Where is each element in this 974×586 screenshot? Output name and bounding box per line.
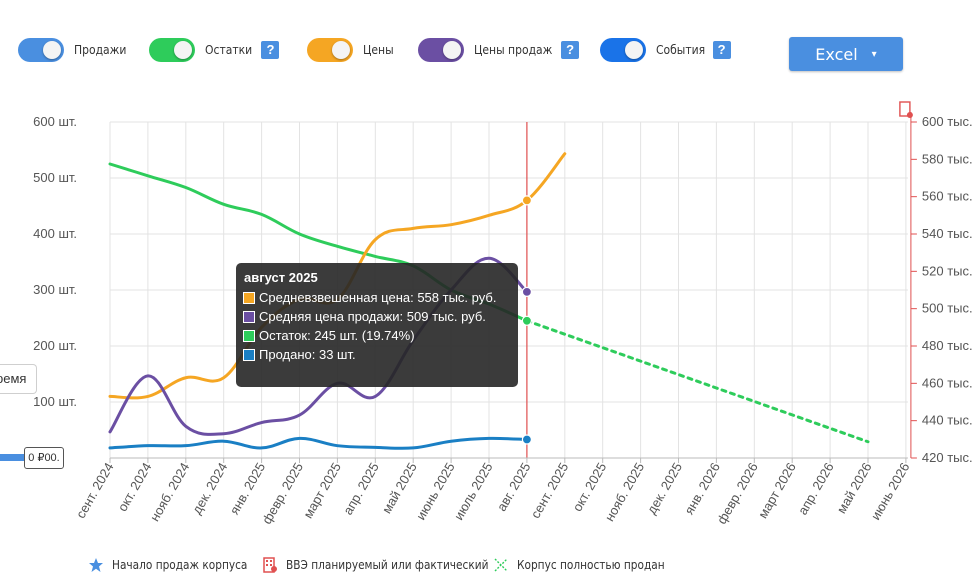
x-tick-label: сент. 2024 bbox=[73, 460, 117, 521]
toggle-sale-prices[interactable]: Цены продаж ? bbox=[418, 36, 580, 64]
toggle-sale-prices-switch[interactable] bbox=[418, 38, 464, 62]
legend-label: ВВЭ планируемый или фактический bbox=[286, 558, 489, 572]
legend-sales-start: Начало продаж корпуса bbox=[88, 555, 266, 575]
tooltip bbox=[236, 263, 518, 387]
right-tick-label: 540 тыс. р bbox=[922, 226, 974, 241]
building-icon-dot bbox=[906, 112, 913, 118]
left-tick-label: 500 шт. bbox=[33, 170, 77, 185]
tooltip-swatch bbox=[243, 291, 255, 304]
right-tick-label: 560 тыс. р bbox=[922, 189, 974, 204]
left-tick-label: 100 шт. bbox=[33, 394, 77, 409]
time-control[interactable]: ремя bbox=[0, 364, 37, 394]
series-line-sales bbox=[108, 436, 529, 450]
help-icon[interactable]: ? bbox=[261, 41, 280, 59]
tooltip-row-text: Продано: 33 шт. bbox=[259, 347, 356, 362]
toggle-sale-prices-label: Цены продаж bbox=[474, 43, 553, 57]
tooltip-row-text: Средняя цена продажи: 509 тыс. руб. bbox=[259, 309, 486, 324]
help-icon[interactable]: ? bbox=[712, 41, 731, 59]
x-tick-label: март 2026 bbox=[755, 460, 799, 521]
toggle-events-switch[interactable] bbox=[600, 38, 646, 62]
markers-layer bbox=[521, 195, 533, 445]
tooltip-row-text: Остаток: 245 шт. (19.74%) bbox=[259, 328, 415, 343]
excel-label: Excel bbox=[815, 44, 858, 64]
tooltip-title: август 2025 bbox=[244, 270, 318, 285]
toggle-sales-switch[interactable] bbox=[18, 38, 64, 62]
x-tick-label: янв. 2026 bbox=[681, 460, 723, 517]
x-tick-label: дек. 2024 bbox=[189, 460, 230, 517]
excel-export-button[interactable]: Excel ▾ bbox=[789, 37, 903, 71]
crossed-arrow-icon bbox=[494, 558, 508, 572]
left-tick-label: 600 шт. bbox=[33, 114, 77, 129]
caret-down-icon: ▾ bbox=[871, 48, 877, 60]
x-tick-label: июль 2025 bbox=[451, 460, 496, 523]
right-tick-label: 440 тыс. р bbox=[922, 413, 974, 428]
toggle-prices[interactable]: Цены bbox=[307, 36, 397, 64]
toggle-prices-label: Цены bbox=[363, 43, 394, 57]
x-tick-label: апр. 2025 bbox=[340, 460, 382, 517]
toggle-prices-switch[interactable] bbox=[307, 38, 353, 62]
right-tick-label: 520 тыс. р bbox=[922, 263, 974, 278]
x-tick-label: нояб. 2025 bbox=[602, 460, 648, 524]
tooltip-row-sold: Продано: 33 шт. bbox=[243, 347, 356, 362]
toggle-events-label: События bbox=[656, 43, 706, 57]
data-point-sales bbox=[521, 434, 533, 445]
tooltip-row-avg-price: Средневзвешенная цена: 558 тыс. руб. bbox=[243, 290, 496, 305]
left-tick-label: 400 шт. bbox=[33, 226, 77, 241]
tooltip-swatch bbox=[243, 329, 255, 342]
x-tick-label: окт. 2025 bbox=[569, 460, 609, 514]
slider-track[interactable] bbox=[0, 454, 30, 461]
x-tick-label: май 2026 bbox=[834, 460, 875, 516]
toggle-stock-switch[interactable] bbox=[149, 38, 195, 62]
legend-label: Корпус полностью продан bbox=[517, 558, 665, 572]
right-tick-label: 600 тыс. р bbox=[922, 114, 974, 129]
legend-commissioning: ВВЭ планируемый или фактический bbox=[262, 555, 516, 575]
slider-value[interactable]: 0 ₽00. bbox=[24, 447, 64, 469]
x-tick-label: дек. 2025 bbox=[644, 460, 685, 517]
right-tick-label: 460 тыс. р bbox=[922, 375, 974, 390]
tooltip-row-sale-price: Средняя цена продажи: 509 тыс. руб. bbox=[243, 309, 486, 324]
right-tick-label: 420 тыс. р bbox=[922, 450, 974, 465]
building-icon-body bbox=[899, 101, 911, 117]
x-tick-label: нояб. 2024 bbox=[147, 460, 193, 524]
x-tick-label: авг. 2025 bbox=[494, 460, 534, 514]
building-icon bbox=[263, 557, 277, 573]
x-tick-label: сент. 2025 bbox=[528, 460, 572, 521]
x-tick-label: июнь 2026 bbox=[868, 460, 913, 522]
x-tick-label: май 2025 bbox=[379, 460, 420, 516]
toggle-events[interactable]: События ? bbox=[600, 36, 731, 64]
tooltip-row-text: Средневзвешенная цена: 558 тыс. руб. bbox=[259, 290, 497, 305]
data-point-sale-price bbox=[521, 286, 533, 297]
x-tick-label: март 2025 bbox=[300, 460, 344, 521]
right-tick-label: 480 тыс. р bbox=[922, 338, 974, 353]
x-tick-label: апр. 2026 bbox=[795, 460, 837, 517]
star-icon bbox=[89, 558, 103, 572]
toggle-stock-label: Остатки bbox=[205, 43, 253, 57]
toolbar: Продажи Остатки ? Цены Цены продаж ? Соб… bbox=[0, 0, 974, 90]
x-tick-label: окт. 2024 bbox=[115, 460, 155, 514]
data-point-price bbox=[521, 195, 533, 206]
legend-label: Начало продаж корпуса bbox=[112, 558, 248, 572]
toggle-stock[interactable]: Остатки ? bbox=[149, 36, 280, 64]
building-icon bbox=[899, 101, 913, 118]
tooltip-swatch bbox=[243, 310, 255, 323]
left-tick-label: 300 шт. bbox=[33, 282, 77, 297]
legend-sold-out: Корпус полностью продан bbox=[493, 555, 685, 575]
x-tick-label: янв. 2025 bbox=[227, 460, 269, 517]
toggle-sales-label: Продажи bbox=[74, 43, 127, 57]
series-line-stock-forecast bbox=[525, 319, 870, 444]
right-tick-label: 500 тыс. р bbox=[922, 301, 974, 316]
help-icon[interactable]: ? bbox=[561, 41, 580, 59]
toggle-sales[interactable]: Продажи bbox=[18, 36, 132, 64]
right-tick-label: 580 тыс. р bbox=[922, 151, 974, 166]
tooltip-swatch bbox=[243, 348, 255, 361]
left-tick-label: 200 шт. bbox=[33, 338, 77, 353]
data-point-stock bbox=[521, 315, 533, 326]
tooltip-row-stock: Остаток: 245 шт. (19.74%) bbox=[243, 328, 415, 343]
